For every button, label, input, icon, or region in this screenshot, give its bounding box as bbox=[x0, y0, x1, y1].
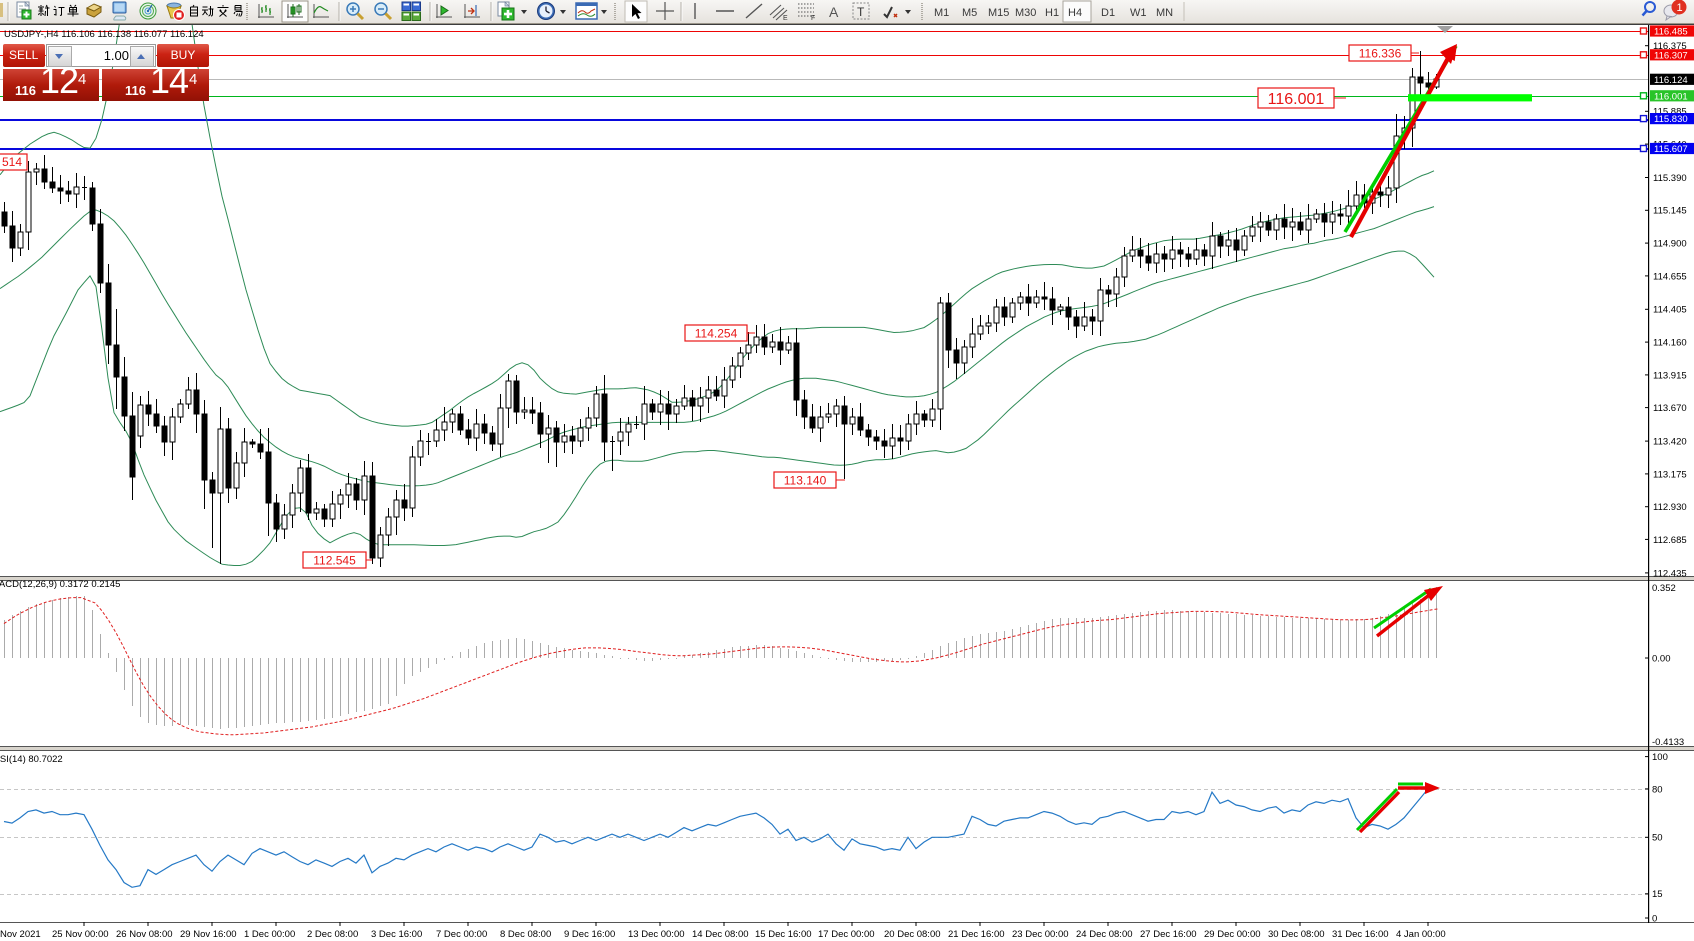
svg-text:3 Dec 16:00: 3 Dec 16:00 bbox=[371, 929, 422, 940]
svg-text:115.830: 115.830 bbox=[1654, 114, 1688, 125]
svg-text:14 Dec 08:00: 14 Dec 08:00 bbox=[692, 929, 749, 940]
svg-text:116.336: 116.336 bbox=[1359, 46, 1402, 60]
svg-text:115.145: 115.145 bbox=[1653, 206, 1687, 217]
svg-text:MACD(12,26,9) 0.3172 0.2145: MACD(12,26,9) 0.3172 0.2145 bbox=[0, 579, 120, 590]
svg-text:-0.4133: -0.4133 bbox=[1652, 737, 1684, 748]
svg-text:4 Jan 00:00: 4 Jan 00:00 bbox=[1396, 929, 1446, 940]
svg-text:7 Dec 00:00: 7 Dec 00:00 bbox=[436, 929, 487, 940]
svg-text:114.405: 114.405 bbox=[1653, 305, 1687, 316]
svg-text:112.930: 112.930 bbox=[1653, 502, 1687, 513]
svg-text:H1: H1 bbox=[1045, 7, 1059, 19]
svg-text:114.900: 114.900 bbox=[1653, 239, 1687, 250]
svg-text:112.685: 112.685 bbox=[1653, 535, 1687, 546]
svg-text:114.160: 114.160 bbox=[1653, 338, 1687, 349]
svg-text:Nov 2021: Nov 2021 bbox=[0, 929, 41, 940]
svg-text:1 Dec 00:00: 1 Dec 00:00 bbox=[244, 929, 295, 940]
svg-text:20 Dec 08:00: 20 Dec 08:00 bbox=[884, 929, 941, 940]
svg-text:A: A bbox=[829, 4, 839, 20]
svg-text:27 Dec 16:00: 27 Dec 16:00 bbox=[1140, 929, 1197, 940]
svg-text:M1: M1 bbox=[934, 7, 949, 19]
svg-text:9 Dec 16:00: 9 Dec 16:00 bbox=[564, 929, 615, 940]
svg-text:115.390: 115.390 bbox=[1653, 173, 1687, 184]
svg-text:25 Nov 00:00: 25 Nov 00:00 bbox=[52, 929, 109, 940]
svg-text:M15: M15 bbox=[988, 7, 1009, 19]
svg-text:F: F bbox=[811, 15, 815, 22]
svg-text:113.140: 113.140 bbox=[784, 473, 827, 487]
svg-text:116.124: 116.124 bbox=[1654, 75, 1688, 86]
svg-text:W1: W1 bbox=[1130, 7, 1147, 19]
svg-text:23 Dec 00:00: 23 Dec 00:00 bbox=[1012, 929, 1069, 940]
svg-text:RSI(14) 80.7022: RSI(14) 80.7022 bbox=[0, 754, 63, 765]
svg-text:13 Dec 00:00: 13 Dec 00:00 bbox=[628, 929, 685, 940]
svg-text:30 Dec 08:00: 30 Dec 08:00 bbox=[1268, 929, 1325, 940]
svg-text:MN: MN bbox=[1156, 7, 1173, 19]
svg-text:115.885: 115.885 bbox=[1653, 107, 1687, 118]
svg-text:H4: H4 bbox=[1068, 7, 1082, 19]
svg-text:514: 514 bbox=[2, 155, 22, 169]
svg-text:80: 80 bbox=[1652, 784, 1663, 795]
svg-text:115.607: 115.607 bbox=[1654, 144, 1688, 155]
svg-text:17 Dec 00:00: 17 Dec 00:00 bbox=[818, 929, 875, 940]
svg-text:0.352: 0.352 bbox=[1652, 583, 1676, 594]
svg-text:114.254: 114.254 bbox=[695, 326, 738, 340]
svg-text:100: 100 bbox=[1652, 752, 1668, 763]
svg-text:112.435: 112.435 bbox=[1653, 568, 1687, 579]
svg-text:21 Dec 16:00: 21 Dec 16:00 bbox=[948, 929, 1005, 940]
svg-text:8 Dec 08:00: 8 Dec 08:00 bbox=[500, 929, 551, 940]
svg-text:2 Dec 08:00: 2 Dec 08:00 bbox=[307, 929, 358, 940]
svg-text:E: E bbox=[783, 15, 788, 22]
svg-text:116.375: 116.375 bbox=[1653, 41, 1687, 52]
svg-text:15: 15 bbox=[1652, 889, 1663, 900]
svg-text:D1: D1 bbox=[1101, 7, 1115, 19]
svg-text:15 Dec 16:00: 15 Dec 16:00 bbox=[755, 929, 812, 940]
svg-text:26 Nov 08:00: 26 Nov 08:00 bbox=[116, 929, 173, 940]
svg-text:50: 50 bbox=[1652, 833, 1663, 844]
svg-text:29 Dec 00:00: 29 Dec 00:00 bbox=[1204, 929, 1261, 940]
svg-text:M5: M5 bbox=[962, 7, 977, 19]
svg-text:1: 1 bbox=[1677, 2, 1683, 14]
svg-text:113.420: 113.420 bbox=[1653, 437, 1687, 448]
svg-text:114.655: 114.655 bbox=[1653, 271, 1687, 282]
svg-text:116.485: 116.485 bbox=[1654, 27, 1688, 38]
svg-text:116.001: 116.001 bbox=[1654, 91, 1688, 102]
svg-text:112.545: 112.545 bbox=[313, 553, 356, 567]
svg-text:113.670: 113.670 bbox=[1653, 403, 1687, 414]
svg-text:29 Nov 16:00: 29 Nov 16:00 bbox=[180, 929, 237, 940]
svg-text:USDJPY-,H4 116.106 116.138 11: USDJPY-,H4 116.106 116.138 116.077 116.1… bbox=[4, 29, 204, 40]
svg-text:24 Dec 08:00: 24 Dec 08:00 bbox=[1076, 929, 1133, 940]
svg-text:0.00: 0.00 bbox=[1652, 653, 1671, 664]
svg-text:0: 0 bbox=[1652, 913, 1657, 924]
svg-text:113.915: 113.915 bbox=[1653, 370, 1687, 381]
svg-text:116.307: 116.307 bbox=[1654, 50, 1688, 61]
svg-text:31 Dec 16:00: 31 Dec 16:00 bbox=[1332, 929, 1389, 940]
svg-text:T: T bbox=[857, 5, 865, 19]
svg-text:116.001: 116.001 bbox=[1268, 91, 1325, 108]
svg-text:113.175: 113.175 bbox=[1653, 469, 1687, 480]
svg-text:M30: M30 bbox=[1015, 7, 1036, 19]
